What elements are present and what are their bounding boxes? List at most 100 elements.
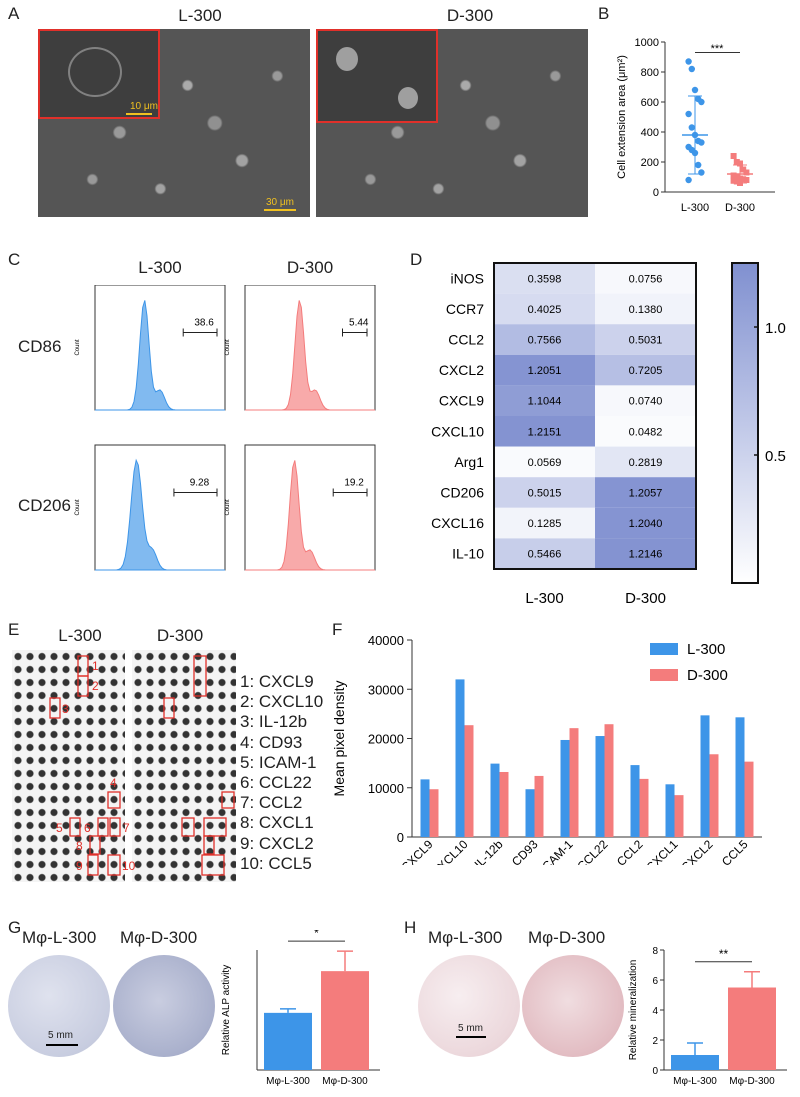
sem-title-left: L-300 <box>178 6 222 25</box>
x-tick-label: D-300 <box>725 202 755 214</box>
data-point <box>730 153 737 159</box>
panel-label-h: H <box>404 918 417 937</box>
y-axis-label: Relative mineralization <box>628 960 639 1061</box>
gate-percentage: 5.44 <box>349 318 369 329</box>
array-spot-box <box>69 817 81 837</box>
y-tick-label: 10000 <box>368 781 404 796</box>
array-spot-number: 9 <box>76 859 83 873</box>
bar <box>525 789 535 837</box>
heatmap-value: 0.0569 <box>528 457 562 469</box>
heatmap-cell <box>595 324 696 355</box>
data-point <box>695 161 702 169</box>
array-legend-item: 5: ICAM-1 <box>240 752 317 772</box>
x-tick-label: IL-12b <box>472 837 506 865</box>
bar <box>735 717 745 837</box>
y-tick-label: 2 <box>652 1036 658 1047</box>
y-tick-label: 0 <box>397 830 404 845</box>
alp-dish-left <box>8 955 110 1057</box>
flow-col-right: D-300 <box>286 258 334 277</box>
y-tick-label: 0 <box>652 1066 658 1077</box>
bar <box>744 761 754 837</box>
sem-inset-left: 10 μm <box>38 29 160 119</box>
heatmap-value: 1.2146 <box>629 549 663 561</box>
bar <box>455 679 465 837</box>
sig-stars: * <box>314 930 319 940</box>
scale-label-h: 5 mm <box>458 1023 483 1034</box>
legend-label: D-300 <box>687 667 728 684</box>
bar <box>499 771 509 837</box>
array-spot-box <box>107 791 121 809</box>
data-point <box>733 159 740 165</box>
y-tick-label: 20000 <box>368 732 404 747</box>
heatmap-col-label: D-300 <box>625 590 666 607</box>
x-tick-label: L-300 <box>681 202 709 214</box>
heatmap-row-label: IL-10 <box>452 546 484 562</box>
heatmap-value: 0.1285 <box>528 518 562 530</box>
bar <box>639 778 649 837</box>
data-point <box>691 86 699 94</box>
mineral-dish-right <box>522 955 624 1057</box>
heatmap-value: 0.1380 <box>629 304 663 316</box>
colorbar <box>731 262 759 584</box>
flow-histogram <box>245 300 375 411</box>
sem-image-left: 10 μm 30 μm <box>38 29 310 217</box>
heatmap-row-label: CXCL10 <box>431 423 484 439</box>
heatmap-value: 0.2819 <box>629 457 663 469</box>
x-tick-label: Mφ-D-300 <box>729 1076 775 1087</box>
y-tick-label: 4 <box>652 1006 658 1017</box>
heatmap-cell <box>494 538 595 569</box>
heatmap-value: 0.5031 <box>629 335 663 347</box>
bar <box>604 724 614 837</box>
array-spot-box <box>97 817 109 837</box>
array-legend: 1: CXCL9 2: CXCL10 3: IL-12b 4: CD93 5: ICAM… <box>240 672 323 874</box>
data-point <box>698 169 705 176</box>
flow-plot-frame <box>94 285 226 411</box>
sem-image-right <box>316 29 588 217</box>
data-point <box>698 139 705 146</box>
panel-label-a: A <box>8 4 20 23</box>
bar <box>728 987 776 1070</box>
heatmap-row-label: CXCL9 <box>439 393 484 409</box>
flow-histograms: 38.6 Count 5.44 Count 9.28 Count 19.2 Count <box>75 285 376 571</box>
y-axis-label: Mean pixel density <box>331 681 347 797</box>
y-tick-label: 800 <box>641 67 659 79</box>
scale-label-inset: 10 μm <box>130 101 158 112</box>
heatmap-cell <box>595 293 696 325</box>
bar <box>560 739 570 837</box>
dish-title-g-left: Mφ-L-300 <box>22 928 97 947</box>
y-axis-label: Relative ALP activity <box>221 965 232 1055</box>
array-spot-box <box>109 817 121 837</box>
array-spot-box <box>181 817 195 837</box>
array-title-left: L-300 <box>58 626 102 645</box>
bar <box>665 784 675 837</box>
heatmap-cell <box>595 385 696 416</box>
flow-row-cd206: CD206 <box>18 496 71 515</box>
flow-histogram <box>245 460 375 571</box>
y-axis-label: Cell extension area (μm²) <box>616 55 628 179</box>
y-tick-label: 400 <box>641 127 659 139</box>
x-tick-label: CCL5 <box>719 837 751 865</box>
array-spot-box <box>203 817 227 837</box>
data-point <box>685 110 692 118</box>
flow-y-label: Count <box>225 499 231 515</box>
dish-title-g-right: Mφ-D-300 <box>120 928 198 947</box>
heatmap-cell <box>595 263 696 294</box>
heatmap-value: 0.5015 <box>528 488 562 500</box>
mineral-dish-left <box>418 955 520 1057</box>
data-point <box>685 176 692 184</box>
array-spot-box <box>163 697 175 719</box>
bar <box>700 715 710 837</box>
y-tick-label: 6 <box>652 976 658 987</box>
bar <box>534 775 544 837</box>
heatmap-row-label: CCR7 <box>446 301 484 317</box>
heatmap-value: 1.2057 <box>629 488 663 500</box>
data-point <box>688 124 695 131</box>
x-tick-label: Mφ-L-300 <box>673 1076 717 1087</box>
array-spot-box <box>77 675 89 697</box>
data-point <box>733 174 740 180</box>
gate-percentage: 9.28 <box>190 478 210 489</box>
scale-bar-h <box>456 1036 486 1038</box>
scale-bar-main <box>264 209 296 211</box>
data-point <box>740 176 747 183</box>
array-spot-box <box>201 854 225 876</box>
